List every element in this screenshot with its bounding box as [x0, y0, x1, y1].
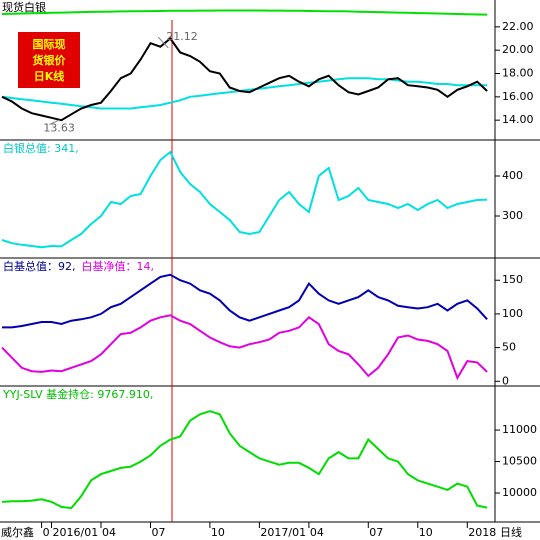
y-tick-label: 14.00 — [502, 113, 534, 126]
x-tick-label: 04 — [102, 526, 116, 539]
panel-title: 现货白银 — [2, 0, 46, 14]
y-tick-label: 50 — [502, 341, 516, 354]
x-tick-label: 2018 — [468, 526, 496, 539]
x-tick-label: 0 — [43, 526, 50, 539]
annotation: 21.12 — [166, 30, 198, 43]
series-line — [1, 314, 488, 381]
annotation-leader — [157, 36, 169, 49]
series-line — [1, 9, 488, 16]
panel-header: YYJ-SLV 基金持仓: 9767.910, — [2, 387, 153, 401]
series-line — [1, 77, 488, 110]
y-tick-label: 18.00 — [502, 67, 534, 80]
series-line — [1, 150, 488, 249]
series-line — [1, 37, 488, 122]
x-tick-label: 07 — [369, 526, 383, 539]
y-tick-label: 22.00 — [502, 20, 534, 33]
y-tick-label: 150 — [502, 273, 523, 286]
footer-right: 日线 — [500, 525, 522, 539]
x-tick-label: 04 — [310, 526, 324, 539]
x-tick-label: 07 — [152, 526, 166, 539]
y-tick-label: 100 — [502, 307, 523, 320]
badge-text: 货银价 — [32, 53, 67, 67]
annotation: 13.63 — [43, 121, 75, 134]
x-tick-label: 10 — [419, 526, 433, 539]
panel-header: 白基总值：92, — [3, 259, 76, 273]
y-tick-label: 400 — [502, 169, 523, 182]
panel-header: 白基净值：14, — [82, 259, 155, 273]
series-line — [1, 410, 488, 510]
y-tick-label: 10500 — [502, 455, 537, 468]
annotation-leader — [49, 119, 60, 125]
y-tick-label: 0 — [502, 374, 509, 387]
badge-text: 国际现 — [33, 37, 66, 51]
y-tick-label: 20.00 — [502, 43, 534, 56]
badge — [18, 32, 80, 88]
y-tick-label: 11000 — [502, 423, 537, 436]
badge-text: 日K线 — [34, 69, 65, 83]
series-line — [2, 273, 488, 329]
x-tick-label: 10 — [211, 526, 225, 539]
y-tick-label: 300 — [502, 209, 523, 222]
x-tick-label: 2016/01 — [53, 526, 99, 539]
y-tick-label: 16.00 — [502, 90, 534, 103]
y-tick-label: 10000 — [502, 486, 537, 499]
x-tick-label: 2017/01 — [260, 526, 306, 539]
footer-left: 威尔鑫 — [1, 525, 34, 539]
panel-header: 白银总值: 341, — [3, 141, 79, 155]
